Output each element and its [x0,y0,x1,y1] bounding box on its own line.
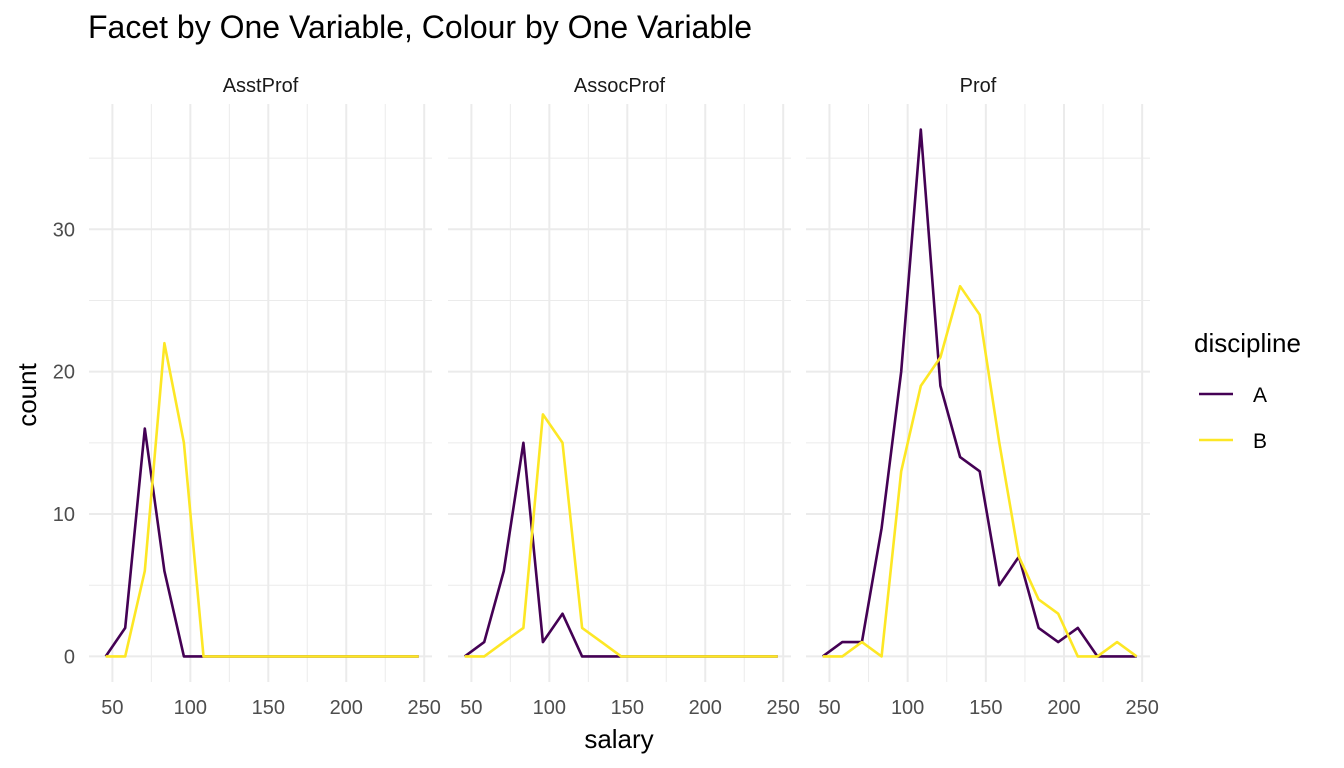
x-tick-label: 50 [101,697,123,719]
x-tick-label: 50 [460,697,482,719]
y-tick-label: 20 [53,362,75,384]
x-tick-label: 150 [252,697,285,719]
y-axis-title: count [12,362,42,426]
x-tick-label: 200 [1047,697,1080,719]
series-line-a [104,427,419,658]
legend: discipline AB [1194,328,1301,453]
x-tick-label: 100 [174,697,207,719]
y-tick-label: 10 [53,504,75,526]
y-tick-label: 0 [64,646,75,668]
facet-panel-prof: Prof 50 100 150 200 250 [806,75,1159,719]
legend-label-b: B [1253,430,1267,453]
chart-title: Facet by One Variable, Colour by One Var… [88,9,752,45]
facet-strip-label: AssocProf [574,75,666,97]
series-line-b [822,284,1138,658]
facet-strip-label: AsstProf [223,75,299,97]
facet-panel-assocprof: AssocProf 50 100 150 200 250 [448,75,800,719]
legend-label-a: A [1253,384,1267,407]
series-line-b [105,341,419,658]
y-tick-label: 30 [53,219,75,241]
facet-panel-asstprof: AsstProf 50 100 150 200 250 [89,75,441,719]
x-tick-label: 200 [689,697,722,719]
series-line-b [464,413,778,658]
x-tick-label: 250 [767,697,800,719]
series-line-a [821,128,1137,658]
legend-title: discipline [1194,328,1301,358]
x-tick-label: 100 [891,697,924,719]
x-tick-label: 200 [330,697,363,719]
facet-strip-label: Prof [960,75,997,97]
x-tick-label: 50 [818,697,840,719]
x-tick-label: 150 [611,697,644,719]
x-tick-label: 100 [533,697,566,719]
x-tick-label: 150 [969,697,1002,719]
x-axis-title: salary [584,724,653,754]
x-tick-label: 250 [408,697,441,719]
x-tick-label: 250 [1125,697,1158,719]
series-line-a [463,441,778,658]
